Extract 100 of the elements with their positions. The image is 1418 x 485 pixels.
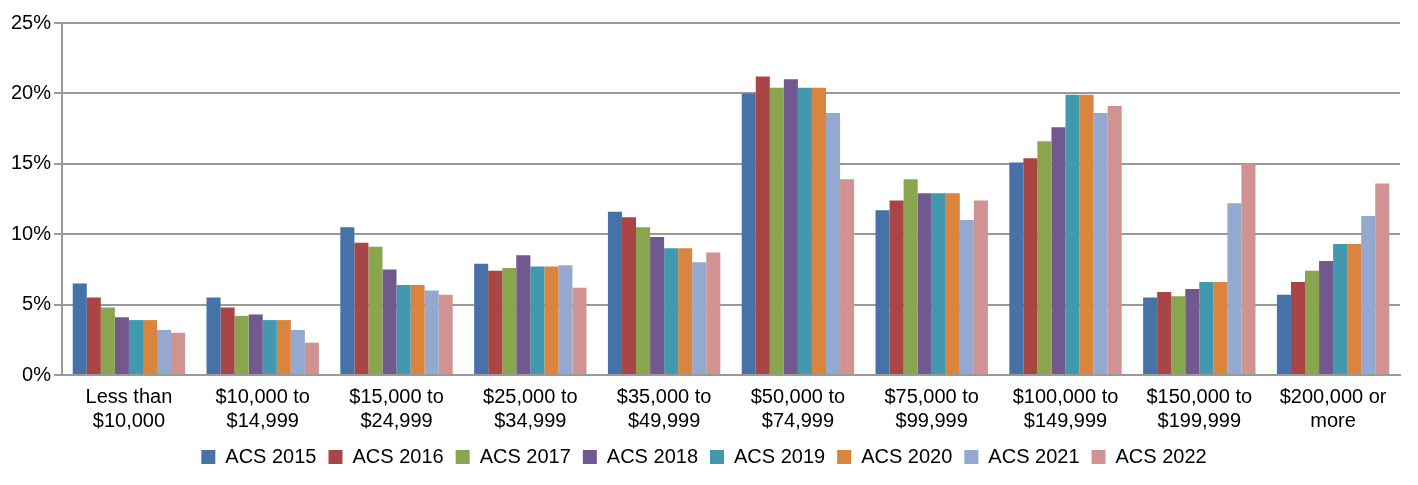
bar <box>530 266 545 374</box>
bar <box>1227 203 1242 374</box>
bar <box>1107 106 1122 374</box>
bar <box>248 314 263 374</box>
bar <box>572 287 587 374</box>
bar <box>558 265 573 374</box>
bar <box>86 297 101 374</box>
bar <box>1157 291 1172 374</box>
bar <box>903 179 918 374</box>
bar <box>1199 282 1214 374</box>
bar <box>142 320 158 374</box>
y-tick-label: 25% <box>11 10 52 33</box>
bar <box>889 200 904 374</box>
bar <box>755 76 770 374</box>
x-tick-label: $25,000 to $34,999 <box>483 384 578 431</box>
bar <box>607 211 622 374</box>
x-tick-label: $15,000 to $24,999 <box>349 384 444 431</box>
bar <box>741 93 756 374</box>
bar <box>1185 289 1200 374</box>
x-tick-label: $35,000 to $49,999 <box>616 384 712 431</box>
legend-label: ACS 2021 <box>988 444 1080 467</box>
y-tick-label: 10% <box>11 221 52 244</box>
bar <box>692 262 707 374</box>
bar <box>1319 260 1334 374</box>
bar <box>438 294 453 374</box>
bar <box>368 246 383 374</box>
bar <box>931 193 946 374</box>
bar <box>1333 244 1348 374</box>
bar <box>1361 215 1376 374</box>
bar <box>783 79 798 374</box>
legend-label: ACS 2020 <box>861 444 953 467</box>
bar <box>945 193 960 374</box>
bar <box>157 329 172 374</box>
bar <box>206 297 221 374</box>
bar <box>1065 94 1080 374</box>
bar <box>114 317 129 374</box>
legend-label: ACS 2017 <box>479 444 571 467</box>
legend-label: ACS 2018 <box>606 444 698 467</box>
bar <box>664 248 679 374</box>
bar <box>340 227 355 374</box>
bar <box>382 269 397 374</box>
bar <box>875 210 890 374</box>
y-tick-label: 0% <box>22 362 52 385</box>
legend-label: ACS 2022 <box>1115 444 1207 467</box>
bar <box>304 342 319 374</box>
bar <box>636 227 651 374</box>
bar <box>290 329 305 374</box>
bar <box>1276 294 1291 374</box>
bar <box>1009 162 1024 374</box>
x-tick-label: Less than $10,000 <box>85 384 173 431</box>
bar <box>650 237 665 374</box>
bar <box>959 220 974 374</box>
bar <box>354 242 369 374</box>
y-tick-label: 20% <box>11 80 52 103</box>
bar <box>917 193 932 374</box>
bar <box>410 284 425 374</box>
bar <box>544 266 559 374</box>
x-tick-label: $150,000 to $199,999 <box>1146 384 1253 431</box>
bar <box>276 320 291 374</box>
legend-label: ACS 2016 <box>352 444 444 467</box>
bar <box>1093 113 1108 374</box>
bar <box>826 113 841 374</box>
bar <box>1347 244 1362 374</box>
bar <box>1079 94 1094 374</box>
bar <box>396 284 411 374</box>
bar <box>1305 270 1320 374</box>
bar <box>171 332 186 374</box>
bar <box>100 307 115 374</box>
bar <box>234 315 249 374</box>
x-tick-label: $200,000 or more <box>1279 384 1387 431</box>
bar <box>72 283 87 374</box>
x-tick-label: $50,000 to $74,999 <box>750 384 846 431</box>
bar <box>220 307 235 374</box>
bar <box>1037 141 1052 374</box>
bar <box>797 87 812 374</box>
bar <box>678 248 693 374</box>
bar <box>1051 127 1066 374</box>
x-tick-label: $75,000 to $99,999 <box>884 384 979 431</box>
bar <box>262 320 277 374</box>
bar <box>769 87 784 374</box>
bar <box>973 200 988 374</box>
y-tick-label: 5% <box>22 292 52 315</box>
bar <box>621 217 637 374</box>
x-tick-label: $10,000 to $14,999 <box>215 384 310 431</box>
bar <box>1171 296 1186 374</box>
bar <box>128 320 143 374</box>
legend-label: ACS 2019 <box>734 444 826 467</box>
bar <box>840 179 855 374</box>
bar <box>502 267 517 374</box>
bar <box>424 290 439 374</box>
bar <box>1023 158 1038 374</box>
bar <box>488 270 503 374</box>
x-tick-label: $100,000 to $149,999 <box>1012 384 1119 431</box>
y-tick-label: 15% <box>11 151 52 174</box>
bar <box>811 87 827 374</box>
bar <box>474 263 489 374</box>
bar <box>1143 297 1158 374</box>
bar <box>706 252 721 374</box>
bar <box>516 255 531 374</box>
bar <box>1213 282 1228 374</box>
